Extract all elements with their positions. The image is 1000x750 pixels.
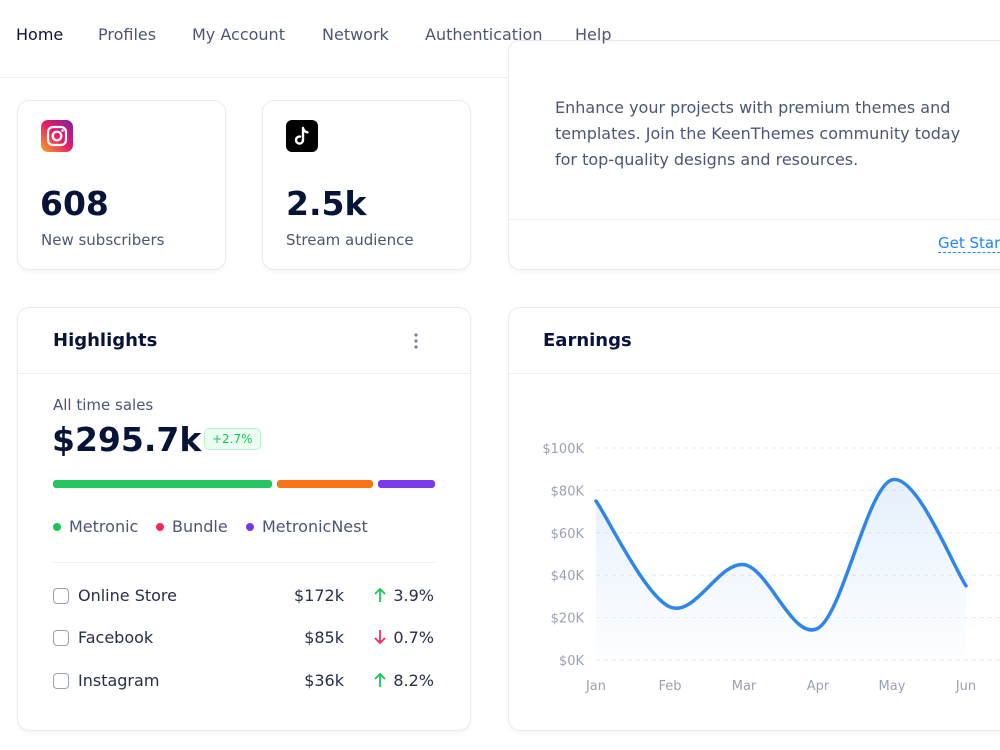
nav-item[interactable]: Home	[16, 25, 64, 44]
x-tick-label: Jan	[585, 679, 606, 694]
legend-label: Metronic	[69, 517, 139, 536]
card-divider	[509, 373, 1000, 374]
row-value: $36k	[304, 671, 344, 690]
legend-dot	[246, 523, 254, 531]
stat-label: Stream audience	[286, 231, 414, 249]
progress-segment	[53, 480, 272, 488]
promo-divider	[509, 219, 1000, 220]
row-change: 0.7%	[393, 628, 434, 647]
y-tick-label: $60K	[551, 527, 585, 542]
trend-arrow	[374, 587, 386, 602]
nav-item[interactable]: Authentication	[425, 25, 543, 44]
legend-dot	[53, 523, 61, 531]
tiktok-icon	[286, 120, 318, 152]
y-tick-label: $20K	[551, 612, 585, 627]
highlights-card	[17, 307, 471, 731]
legend-label: Bundle	[172, 517, 228, 536]
card-divider	[18, 373, 470, 374]
row-icon	[53, 588, 69, 604]
x-tick-label: Jun	[955, 679, 976, 694]
nav-item[interactable]: Network	[322, 25, 389, 44]
row-name: Facebook	[78, 628, 154, 647]
legend-dot	[156, 523, 164, 531]
promo-text: templates. Join the KeenThemes community…	[555, 124, 961, 143]
x-tick-label: May	[879, 679, 906, 694]
y-tick-label: $100K	[542, 442, 584, 457]
y-tick-label: $80K	[551, 484, 585, 499]
row-name: Instagram	[78, 671, 160, 690]
nav-item[interactable]: Profiles	[98, 25, 157, 44]
row-change: 8.2%	[393, 671, 434, 690]
total: $295.7k	[52, 420, 202, 459]
area	[596, 479, 966, 660]
x-tick-label: Feb	[658, 679, 681, 694]
stat-value: 2.5k	[286, 184, 367, 223]
promo-text: Enhance your projects with premium theme…	[555, 98, 951, 117]
caption: All time sales	[53, 396, 154, 414]
stat-label: New subscribers	[41, 231, 165, 249]
nav-divider	[0, 77, 1000, 78]
change-badge: +2.7%	[204, 428, 261, 450]
row-name: Online Store	[78, 586, 177, 605]
list-divider	[53, 562, 435, 563]
trend-arrow	[374, 630, 386, 645]
progress-segment	[277, 480, 373, 488]
stat-value: 608	[40, 184, 109, 223]
card-title: Earnings	[543, 330, 632, 351]
y-tick-label: $0K	[559, 654, 585, 669]
legend-label: MetronicNest	[262, 517, 368, 536]
promo-card	[508, 40, 1000, 270]
row-value: $172k	[294, 586, 344, 605]
row-icon	[53, 630, 69, 646]
y-tick-label: $40K	[551, 569, 585, 584]
instagram-icon	[41, 120, 73, 152]
promo-link[interactable]: Get Started	[938, 234, 1000, 253]
card-title: Highlights	[53, 330, 158, 351]
line	[594, 478, 968, 632]
x-tick-label: Mar	[732, 679, 757, 694]
progress-segment	[378, 480, 435, 488]
trend-arrow	[374, 672, 386, 687]
promo-text: for top-quality designs and resources.	[555, 150, 859, 169]
nav-item[interactable]: Help	[575, 25, 612, 44]
x-tick-label: Apr	[807, 679, 830, 694]
nav-item[interactable]: My Account	[192, 25, 285, 44]
row-value: $85k	[304, 628, 344, 647]
row-icon	[53, 673, 69, 689]
menu-dots[interactable]	[412, 332, 420, 350]
row-change: 3.9%	[393, 586, 434, 605]
